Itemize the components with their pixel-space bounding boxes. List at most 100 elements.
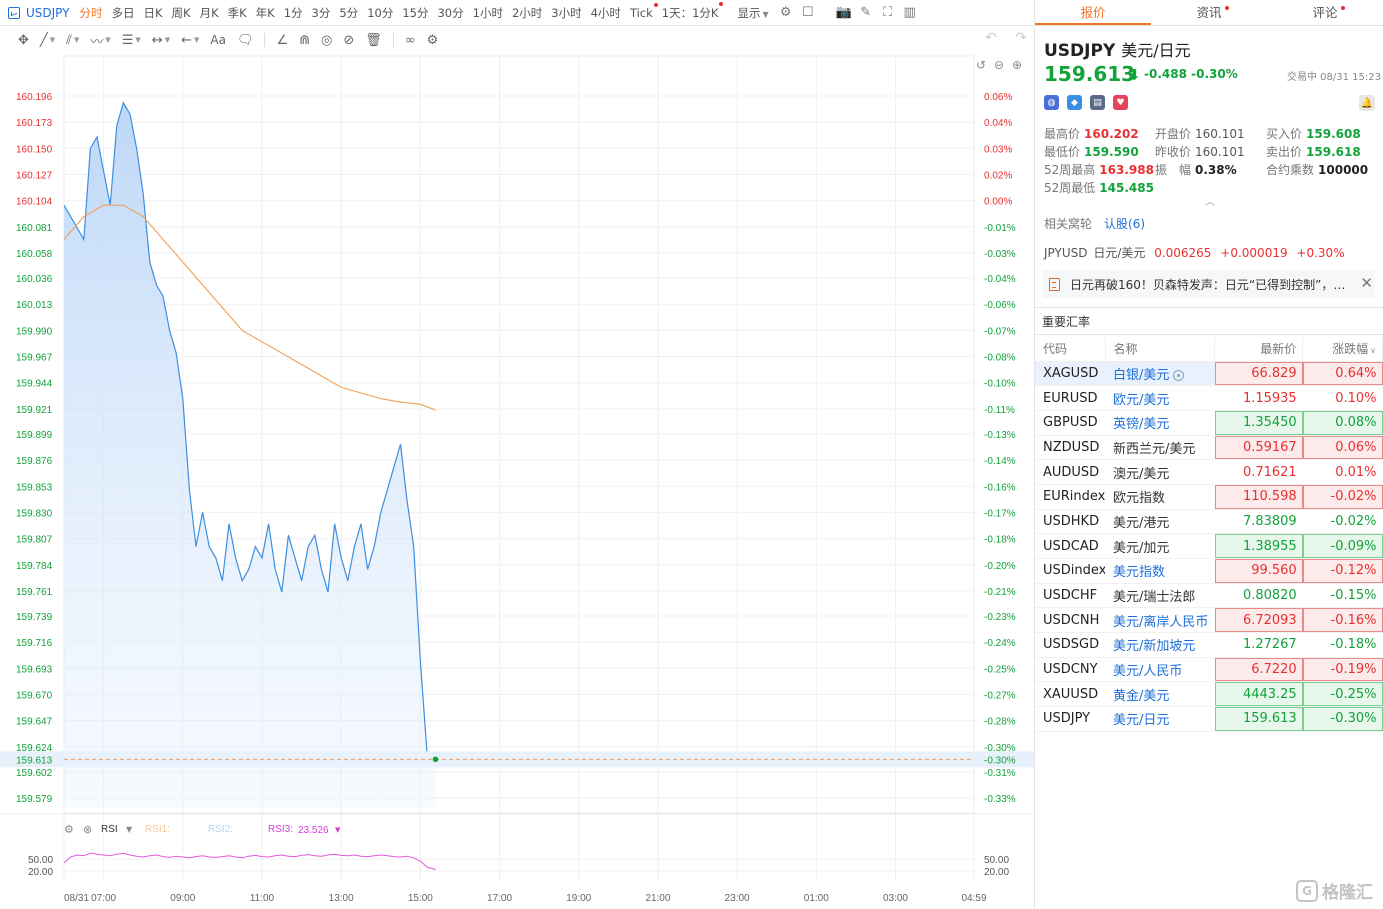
timeframe-3[interactable]: 周K <box>171 5 191 20</box>
percent-tick-label: -0.28% <box>984 717 1016 728</box>
reset-icon[interactable]: ↺ <box>976 58 986 72</box>
table-row[interactable]: XAGUSD 白银/美元 66.829 0.64% <box>1035 361 1383 387</box>
timeframe-4[interactable]: 月K <box>199 5 219 20</box>
notebook-icon[interactable]: ▤ <box>1090 95 1105 110</box>
arrow-tool-icon[interactable]: ← ▼ <box>181 32 200 48</box>
target-icon[interactable] <box>1173 369 1185 381</box>
rate-name[interactable]: 黄金/美元 <box>1105 681 1215 708</box>
bell-icon[interactable]: 🔔 <box>1359 95 1375 111</box>
range-tool-icon[interactable]: ↔ ▼ <box>151 32 171 48</box>
channel-tool-icon[interactable]: ⫽ ▼ <box>66 32 80 48</box>
text-tool-icon[interactable]: Aa <box>210 33 226 47</box>
rate-name[interactable]: 美元/离岸人民币 <box>1105 607 1215 634</box>
rsi-close-icon[interactable]: ⊗ <box>83 823 92 836</box>
table-row[interactable]: USDCNY 美元/人民币 6.7220 -0.19% <box>1035 657 1383 683</box>
table-row[interactable]: USDHKD 美元/港元 7.83809 -0.02% <box>1035 509 1383 535</box>
rate-name[interactable]: 美元/人民币 <box>1105 657 1215 683</box>
redo-icon[interactable]: ↷ <box>1015 30 1027 46</box>
rate-name[interactable]: 白银/美元 <box>1105 361 1215 387</box>
fib-tool-icon[interactable]: ☰ ▼ <box>121 32 141 48</box>
percent-tick-label: 0.03% <box>984 144 1012 155</box>
timeframe-2[interactable]: 日K <box>143 5 163 20</box>
timeframe-14[interactable]: 2小时 <box>511 5 543 20</box>
table-row[interactable]: XAUUSD 黄金/美元 4443.25 -0.25% <box>1035 681 1383 708</box>
tab-1[interactable]: 资讯 <box>1151 0 1267 25</box>
tag-icon[interactable]: ◆ <box>1067 95 1082 110</box>
col-price[interactable]: 最新价 <box>1214 337 1304 362</box>
rate-name[interactable]: 英镑/美元 <box>1105 410 1215 436</box>
col-pct[interactable]: 涨跌幅 ∨ <box>1302 337 1383 362</box>
timeframe-13[interactable]: 1小时 <box>472 5 503 20</box>
table-row[interactable]: USDCHF 美元/瑞士法郎 0.80820 -0.15% <box>1035 583 1383 609</box>
last-price-dot <box>432 756 439 763</box>
rate-name[interactable]: 美元/新加坡元 <box>1105 632 1215 658</box>
rate-name[interactable]: 美元/日元 <box>1105 706 1215 732</box>
wave-tool-icon[interactable]: 〰 ▼ <box>90 34 111 50</box>
news-banner[interactable]: 日元再破160！贝森特发声：日元“已得到控制”，特朗普：我不会干预 ✕ <box>1043 270 1375 298</box>
timeframe-12[interactable]: 30分 <box>437 5 464 20</box>
ruler-icon[interactable]: ∠ <box>276 32 289 48</box>
price-tick-label: 159.579 <box>16 794 53 805</box>
timeframe-15[interactable]: 3小时 <box>551 5 582 20</box>
table-row[interactable]: EURindex 欧元指数 110.598 -0.02% <box>1035 484 1383 510</box>
warrants-link[interactable]: 认股(6) <box>1104 217 1146 231</box>
rate-name[interactable]: 美元指数 <box>1105 558 1215 584</box>
timeframe-18[interactable]: 1天：1分K <box>662 1 724 21</box>
table-row[interactable]: NZDUSD 新西兰元/美元 0.59167 0.06% <box>1035 435 1383 461</box>
timeframe-6[interactable]: 年K <box>255 5 275 20</box>
draw-settings-icon[interactable]: ⚙ <box>426 32 439 48</box>
timeframe-11[interactable]: 15分 <box>402 5 429 20</box>
table-row[interactable]: USDindex 美元指数 99.560 -0.12% <box>1035 558 1383 584</box>
trash-icon[interactable]: 🗑 <box>365 32 382 48</box>
panel-toggle-icon[interactable]: ▥ <box>903 5 916 20</box>
table-row[interactable]: USDJPY 美元/日元 159.613 -0.30% <box>1035 706 1383 732</box>
pencil-icon[interactable]: ✎ <box>860 5 872 20</box>
rsi-settings-icon[interactable]: ⚙ <box>64 823 74 836</box>
undo-icon[interactable]: ↶ <box>985 30 997 46</box>
timeframe-0[interactable]: 分时 <box>79 5 103 20</box>
timeframe-9[interactable]: 5分 <box>339 5 359 20</box>
symbol-label[interactable]: USDJPY <box>26 5 70 20</box>
timeframe-7[interactable]: 1分 <box>283 5 303 20</box>
line-tool-icon[interactable]: ╱ ▼ <box>39 32 56 48</box>
timeframe-17[interactable]: Tick <box>630 2 658 20</box>
camera-icon[interactable]: 📷 <box>835 5 852 20</box>
timeframe-5[interactable]: 季K <box>227 5 247 20</box>
percent-tick-label: -0.24% <box>984 638 1016 649</box>
zoom-in-icon[interactable]: ⊕ <box>1012 58 1022 72</box>
timeframe-10[interactable]: 10分 <box>367 5 394 20</box>
eye-icon[interactable]: ◎ <box>321 32 333 48</box>
move-cursor-icon[interactable]: ✥ <box>18 32 29 48</box>
timeframe-1[interactable]: 多日 <box>111 5 135 20</box>
rate-name[interactable]: 欧元/美元 <box>1105 385 1215 411</box>
table-row[interactable]: GBPUSD 英镑/美元 1.35450 0.08% <box>1035 410 1383 436</box>
news-headline[interactable]: 日元再破160！贝森特发声：日元“已得到控制”，特朗普：我不会干预 <box>1070 277 1350 292</box>
tab-0[interactable]: 报价 <box>1035 0 1151 25</box>
collapse-chevron-icon[interactable]: ︿ <box>1205 197 1215 208</box>
close-icon[interactable]: ✕ <box>1360 274 1373 292</box>
timeframe-8[interactable]: 3分 <box>311 5 331 20</box>
rsi-chevron-icon[interactable]: ▼ <box>126 825 133 834</box>
magnet-icon[interactable]: ⋒ <box>299 32 311 48</box>
table-row[interactable]: AUDUSD 澳元/美元 0.71621 0.01% <box>1035 459 1383 485</box>
zoom-out-icon[interactable]: ⊖ <box>994 58 1004 72</box>
related-pair[interactable]: JPYUSD 日元/美元 0.006265 +0.000019 +0.30% <box>1044 244 1350 261</box>
hide-icon[interactable]: ⊘ <box>343 32 355 48</box>
toolbar-divider <box>264 33 266 47</box>
table-row[interactable]: USDCNH 美元/离岸人民币 6.72093 -0.16% <box>1035 607 1383 634</box>
comment-tool-icon[interactable]: 🗨 <box>236 32 254 48</box>
fullscreen-icon[interactable]: ⛶ <box>883 5 893 20</box>
table-row[interactable]: USDSGD 美元/新加坡元 1.27267 -0.18% <box>1035 632 1383 658</box>
table-row[interactable]: EURUSD 欧元/美元 1.15935 0.10% <box>1035 385 1383 411</box>
timeframe-16[interactable]: 4小时 <box>590 5 621 20</box>
time-tick-label: 21:00 <box>645 893 670 904</box>
chart-style-icon[interactable]: ☐ <box>801 5 814 20</box>
heart-icon[interactable]: ♥ <box>1113 95 1128 110</box>
link-icon[interactable]: ∞ <box>404 32 416 48</box>
globe-icon[interactable]: ◍ <box>1044 95 1059 110</box>
settings-gear-icon[interactable]: ⚙ <box>779 5 792 20</box>
tab-2[interactable]: 评论 <box>1267 0 1383 25</box>
intraday-chart[interactable]: 160.196 160.173 160.150 160.127 160.104 160.0… <box>0 52 1034 909</box>
display-dropdown[interactable]: 显示 ▼ <box>737 5 768 21</box>
table-row[interactable]: USDCAD 美元/加元 1.38955 -0.09% <box>1035 533 1383 559</box>
